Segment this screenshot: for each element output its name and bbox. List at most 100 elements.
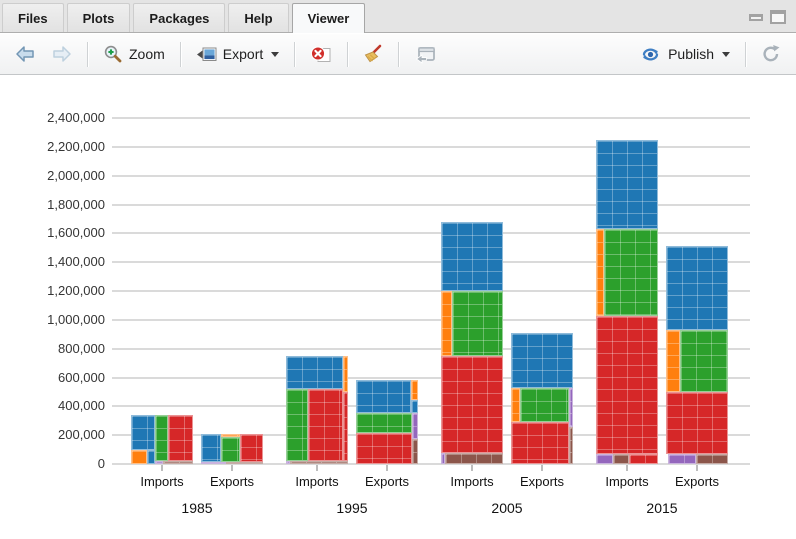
treemap-block-brown[interactable] [411,439,418,464]
treemap-block-brown[interactable] [162,461,193,464]
y-tick-label: 600,000 [58,369,105,385]
x-category-label: Exports [364,474,410,489]
toolbar-separator [745,41,746,67]
treemap-block-blue[interactable] [356,380,411,413]
treemap-block-green[interactable] [356,412,412,434]
treemap-block-green[interactable] [154,414,169,462]
treemap-block-purple[interactable] [596,454,613,464]
zoom-icon [104,45,122,63]
treemap-block-purple[interactable] [441,453,446,464]
treemap-block-green[interactable] [520,387,569,422]
bar-imports-2005[interactable] [441,221,503,464]
treemap-block-blue[interactable] [511,332,573,388]
treemap-block-blue[interactable] [596,139,658,229]
treemap-block-purple[interactable] [201,461,226,464]
treemap-block-red[interactable] [441,356,503,454]
treemap-block-orange[interactable] [666,330,680,393]
x-category-label: Imports [450,474,494,489]
bar-exports-2015[interactable] [666,246,728,464]
zoom-button-label: Zoom [129,46,165,62]
x-category-label: Imports [140,474,184,489]
y-tick-label: 1,400,000 [47,254,105,270]
window-controls [749,10,794,32]
minimize-icon[interactable] [749,13,763,21]
x-axis-tick [471,465,473,471]
grid-line [112,174,750,177]
treemap-block-purple[interactable] [411,412,418,440]
treemap-block-red[interactable] [168,414,193,462]
treemap-block-orange[interactable] [131,450,148,464]
treemap-block-orange[interactable] [410,380,418,401]
treemap-block-red[interactable] [666,392,728,455]
tab-plots[interactable]: Plots [66,3,131,32]
toolbar-separator [294,41,296,67]
pane-tab-bar: Files Plots Packages Help Viewer [0,0,796,33]
maximize-icon[interactable] [770,10,786,24]
bar-imports-1995[interactable] [286,355,348,464]
treemap-block-blue[interactable] [131,414,155,451]
treemap-block-orange[interactable] [511,387,521,422]
treemap-block-brown[interactable] [568,427,573,464]
treemap-block-green[interactable] [604,228,658,317]
bar-exports-2005[interactable] [511,332,573,464]
treemap-block-red[interactable] [356,433,412,464]
treemap-block-red[interactable] [628,454,658,464]
x-axis-tick [161,465,163,471]
refresh-button[interactable] [756,41,786,67]
export-button[interactable]: Export [191,43,284,66]
treemap-block-red[interactable] [240,433,263,462]
treemap-block-red[interactable] [596,316,658,455]
back-button[interactable] [10,42,40,66]
y-tick-label: 400,000 [58,398,105,414]
treemap-block-orange[interactable] [441,290,452,357]
treemap-block-blue[interactable] [410,400,418,413]
treemap-block-brown[interactable] [445,453,503,464]
open-in-new-window-button[interactable] [409,42,441,67]
export-button-label: Export [222,46,264,62]
treemap-block-blue[interactable] [147,450,155,464]
remove-plot-button[interactable] [305,42,337,67]
treemap-block-blue[interactable] [201,433,221,462]
viewer-toolbar: Zoom Export [0,34,796,75]
treemap-block-green[interactable] [286,389,308,461]
forward-button[interactable] [47,42,77,66]
treemap-block-green[interactable] [451,290,503,357]
clear-viewer-button[interactable] [358,41,388,67]
treemap-block-blue[interactable] [286,355,344,390]
treemap-block-orange[interactable] [596,228,605,317]
zoom-button[interactable]: Zoom [98,41,170,67]
treemap-block-blue[interactable] [666,246,728,331]
bar-imports-2015[interactable] [596,139,658,464]
tab-files[interactable]: Files [2,3,64,32]
treemap-block-green[interactable] [220,437,241,462]
publish-button[interactable]: Publish [634,43,735,66]
treemap-block-orange[interactable] [220,433,241,438]
treemap-block-blue[interactable] [441,221,503,291]
treemap-bar-chart: 0 200,000 400,000 600,000 800,000 1,000,000 1,… [0,75,796,539]
tab-help[interactable]: Help [228,3,289,32]
treemap-block-purple[interactable] [568,387,573,428]
treemap-block-red[interactable] [343,391,348,461]
treemap-block-green[interactable] [679,330,728,393]
bar-exports-1995[interactable] [356,380,418,464]
grid-line [112,203,750,206]
treemap-block-purple[interactable] [286,460,291,464]
treemap-block-purple[interactable] [668,454,697,464]
treemap-block-brown[interactable] [612,454,629,464]
treemap-block-brown[interactable] [290,460,348,464]
y-tick-label: 1,600,000 [47,225,105,241]
bar-imports-1985[interactable] [131,414,193,464]
export-icon [196,47,217,61]
treemap-block-orange[interactable] [343,355,348,392]
tab-viewer[interactable]: Viewer [291,3,366,33]
bar-exports-1985[interactable] [201,433,263,464]
tab-packages[interactable]: Packages [133,3,226,32]
remove-plot-icon [311,45,331,62]
y-tick-label: 1,800,000 [47,196,105,212]
treemap-block-brown[interactable] [696,454,728,464]
back-icon [16,46,34,62]
treemap-block-red[interactable] [511,422,569,464]
treemap-block-red[interactable] [307,389,344,461]
treemap-block-brown[interactable] [225,461,263,464]
treemap-block-purple[interactable] [154,461,163,464]
